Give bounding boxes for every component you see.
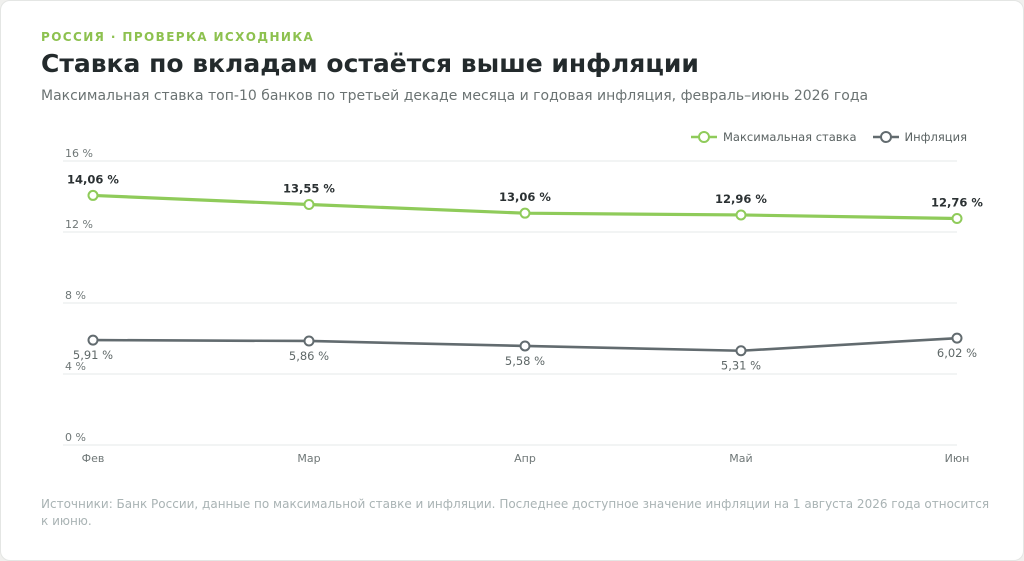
data-label-inflation: 5,86 % — [289, 349, 329, 363]
data-label-inflation: 5,58 % — [505, 354, 545, 368]
data-point-inflation — [303, 335, 315, 347]
data-label-inflation: 5,91 % — [73, 348, 113, 362]
data-label-inflation: 6,02 % — [937, 346, 977, 360]
x-tick-label: Мар — [297, 452, 320, 465]
data-point-inflation — [951, 332, 963, 344]
data-point-rate — [735, 209, 747, 221]
legend-swatch-inflation — [872, 131, 899, 143]
x-tick-label: Июн — [945, 452, 970, 465]
y-tick-label: 12 % — [65, 218, 93, 231]
data-point-rate — [87, 189, 99, 201]
data-point-rate — [519, 207, 531, 219]
legend-label-rate: Максимальная ставка — [723, 130, 857, 144]
legend-item-inflation: Инфляция — [872, 130, 967, 144]
data-point-inflation — [735, 345, 747, 357]
data-label-rate: 14,06 % — [67, 172, 119, 186]
legend-label-inflation: Инфляция — [904, 130, 967, 144]
data-label-inflation: 5,31 % — [721, 359, 761, 373]
data-point-rate — [303, 198, 315, 210]
data-label-rate: 13,55 % — [283, 181, 335, 195]
y-tick-label: 16 % — [65, 147, 93, 160]
y-tick-label: 0 % — [65, 431, 86, 444]
kicker: РОССИЯ · ПРОВЕРКА ИСХОДНИКА — [41, 30, 315, 44]
x-tick-label: Май — [729, 452, 752, 465]
legend: Максимальная ставка Инфляция — [691, 130, 967, 144]
chart-subtitle: Максимальная ставка топ-10 банков по тре… — [41, 88, 869, 104]
data-label-rate: 13,06 % — [499, 190, 551, 204]
legend-swatch-rate — [691, 131, 717, 143]
line-chart: 0 % 4 % 8 % 12 % 16 % Фев Мар Апр Май Июн 14,06 % 1… — [63, 147, 983, 465]
chart-title: Ставка по вкладам остаётся выше инфляции — [41, 49, 699, 78]
x-tick-label: Апр — [514, 452, 536, 465]
data-point-rate — [951, 213, 963, 225]
data-point-inflation — [87, 334, 99, 346]
y-tick-label: 4 % — [65, 360, 86, 373]
source-note: Источники: Банк России, данные по максим… — [41, 497, 990, 528]
y-tick-label: 8 % — [65, 289, 86, 302]
legend-item-rate: Максимальная ставка — [691, 130, 857, 144]
data-point-inflation — [519, 340, 531, 352]
data-label-rate: 12,76 % — [931, 196, 983, 210]
x-tick-label: Фев — [82, 452, 105, 465]
data-label-rate: 12,96 % — [715, 192, 767, 206]
